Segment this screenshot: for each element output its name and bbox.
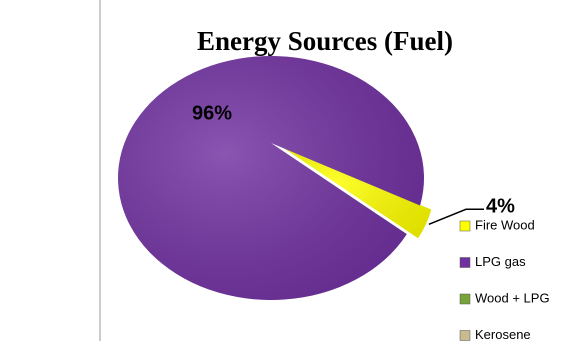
legend: Fire Wood LPG gas Wood + LPG Kerosene	[459, 217, 550, 341]
pie: 4% 96%	[117, 55, 515, 300]
legend-label: Fire Wood	[475, 217, 535, 232]
legend-swatch	[459, 293, 471, 305]
slice-shade	[282, 147, 432, 239]
legend-label: Wood + LPG	[475, 290, 550, 305]
slice-shade	[117, 55, 424, 300]
legend-swatch	[459, 330, 471, 341]
chart-title: Energy Sources (Fuel)	[197, 26, 453, 56]
legend-label: LPG gas	[475, 254, 526, 269]
data-label: 4%	[486, 196, 515, 218]
legend-swatch	[459, 220, 471, 232]
legend-swatch	[459, 257, 471, 268]
leader-line	[428, 208, 484, 225]
legend-label: Kerosene	[475, 327, 531, 341]
data-label: 96%	[192, 102, 232, 124]
